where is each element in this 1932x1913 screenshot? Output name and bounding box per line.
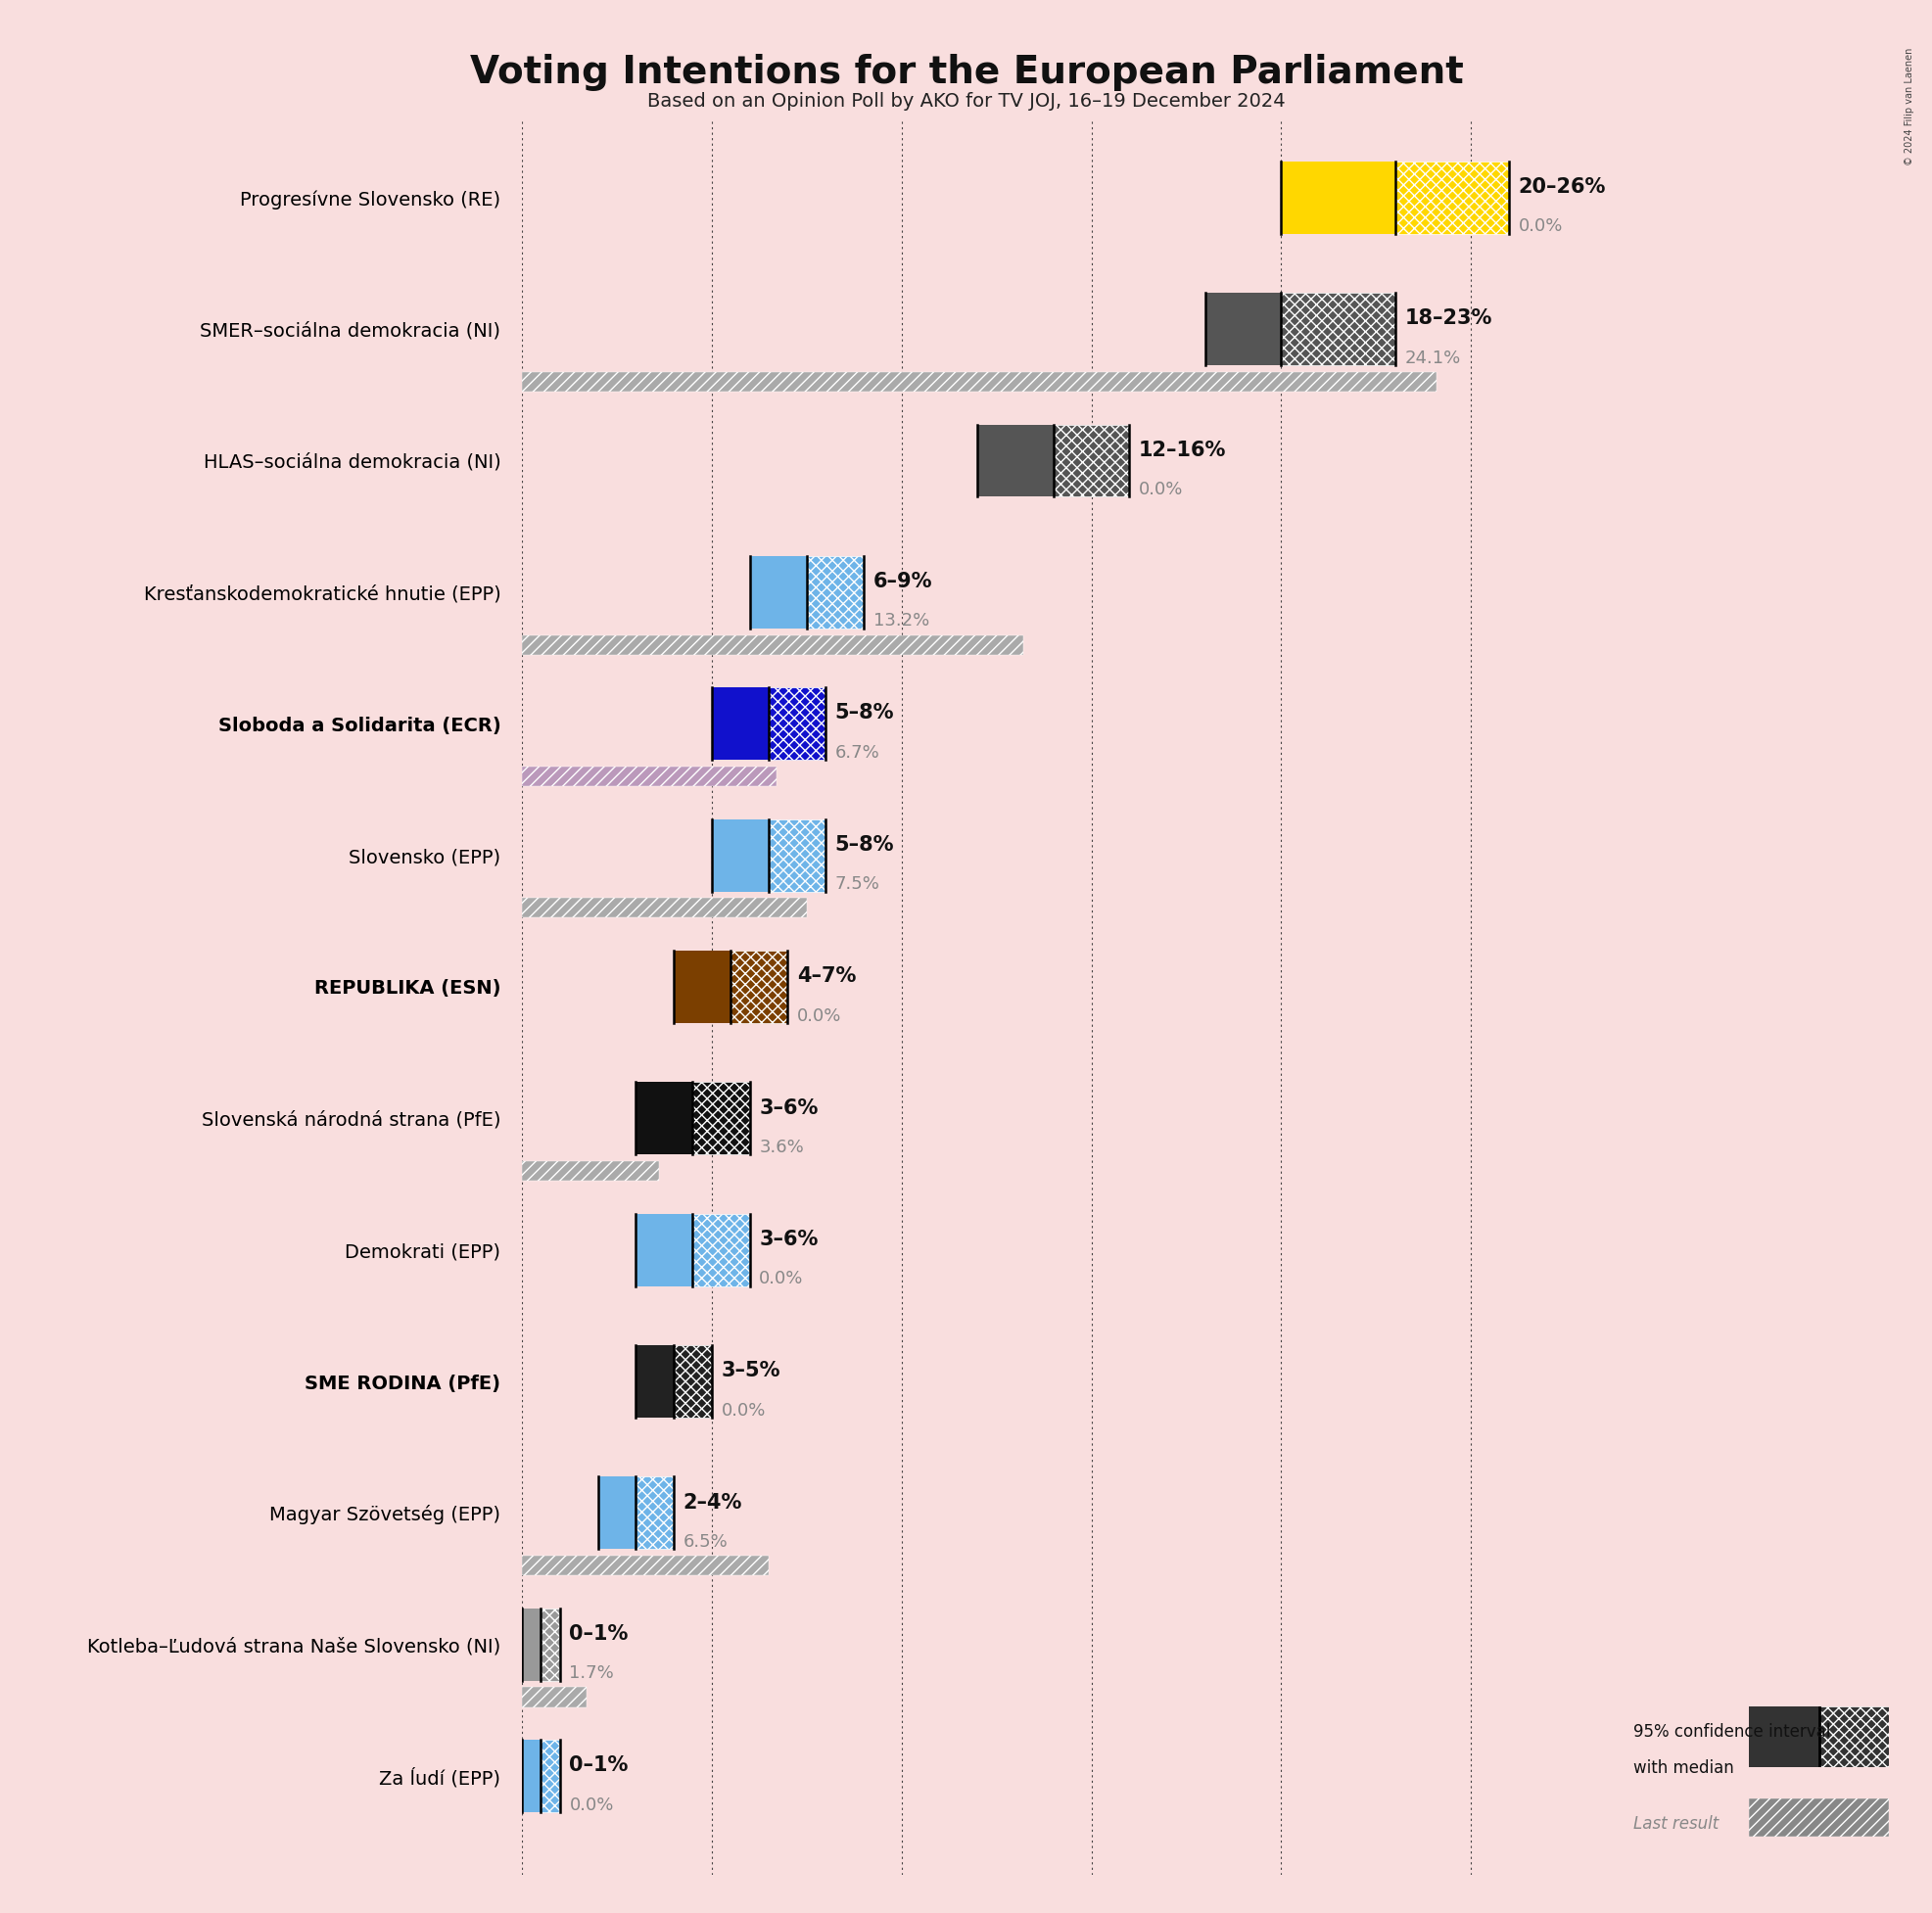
Bar <box>1748 1706 1818 1768</box>
Text: Last result: Last result <box>1633 1815 1718 1833</box>
Text: 5–8%: 5–8% <box>835 704 895 723</box>
Text: 6.7%: 6.7% <box>835 744 879 761</box>
Text: 3–6%: 3–6% <box>759 1098 817 1117</box>
Text: 3.6%: 3.6% <box>759 1138 804 1155</box>
Text: © 2024 Filip van Laenen: © 2024 Filip van Laenen <box>1903 48 1915 166</box>
Bar <box>692 1083 750 1155</box>
Text: 6–9%: 6–9% <box>873 572 931 591</box>
Text: 0–1%: 0–1% <box>570 1624 628 1643</box>
Text: 2–4%: 2–4% <box>682 1492 742 1513</box>
Text: 0.0%: 0.0% <box>721 1402 765 1419</box>
Bar <box>769 819 825 891</box>
Bar <box>730 951 788 1023</box>
Bar <box>597 1477 636 1550</box>
Bar <box>978 425 1053 497</box>
Bar <box>636 1083 692 1155</box>
Bar <box>750 557 806 627</box>
Text: 0.0%: 0.0% <box>1519 218 1563 235</box>
Bar <box>522 897 806 918</box>
Bar <box>522 1555 769 1576</box>
Bar <box>1206 293 1281 365</box>
Text: 0.0%: 0.0% <box>759 1270 804 1287</box>
Text: 4–7%: 4–7% <box>796 966 856 985</box>
Bar <box>636 1477 674 1550</box>
Text: 0.0%: 0.0% <box>1138 480 1182 499</box>
Text: 0.0%: 0.0% <box>570 1796 614 1814</box>
Text: 95% confidence interval: 95% confidence interval <box>1633 1724 1830 1741</box>
Text: 13.2%: 13.2% <box>873 612 929 629</box>
Bar <box>711 687 769 759</box>
Text: 24.1%: 24.1% <box>1405 350 1461 367</box>
Text: 5–8%: 5–8% <box>835 834 895 855</box>
Text: 7.5%: 7.5% <box>835 876 879 893</box>
Bar <box>522 635 1022 654</box>
Text: 0.0%: 0.0% <box>796 1006 840 1025</box>
Bar <box>1281 161 1395 233</box>
Text: with median: with median <box>1633 1760 1733 1777</box>
Bar <box>636 1345 674 1418</box>
Bar <box>1053 425 1128 497</box>
Text: 3–5%: 3–5% <box>721 1362 781 1381</box>
Bar <box>806 557 864 627</box>
Bar <box>541 1609 560 1682</box>
Bar <box>1395 161 1509 233</box>
Text: 0–1%: 0–1% <box>570 1756 628 1775</box>
Text: 12–16%: 12–16% <box>1138 440 1225 459</box>
Bar <box>522 1161 659 1180</box>
Text: 20–26%: 20–26% <box>1519 178 1605 197</box>
Bar <box>769 687 825 759</box>
Text: 1.7%: 1.7% <box>570 1664 614 1682</box>
Bar <box>522 1687 585 1706</box>
Text: 18–23%: 18–23% <box>1405 308 1492 329</box>
Text: Based on an Opinion Poll by AKO for TV JOJ, 16–19 December 2024: Based on an Opinion Poll by AKO for TV J… <box>647 92 1285 111</box>
Bar <box>522 1741 541 1812</box>
Text: 3–6%: 3–6% <box>759 1230 817 1249</box>
Bar <box>636 1213 692 1286</box>
Bar <box>522 371 1435 392</box>
Bar <box>522 767 777 786</box>
Bar <box>674 1345 711 1418</box>
Text: Voting Intentions for the European Parliament: Voting Intentions for the European Parli… <box>469 54 1463 90</box>
Bar <box>1281 293 1395 365</box>
Bar <box>674 951 730 1023</box>
Bar <box>711 819 769 891</box>
Bar <box>541 1741 560 1812</box>
Bar <box>692 1213 750 1286</box>
Bar <box>1818 1706 1888 1768</box>
Bar <box>522 1609 541 1682</box>
Text: 6.5%: 6.5% <box>682 1532 728 1551</box>
